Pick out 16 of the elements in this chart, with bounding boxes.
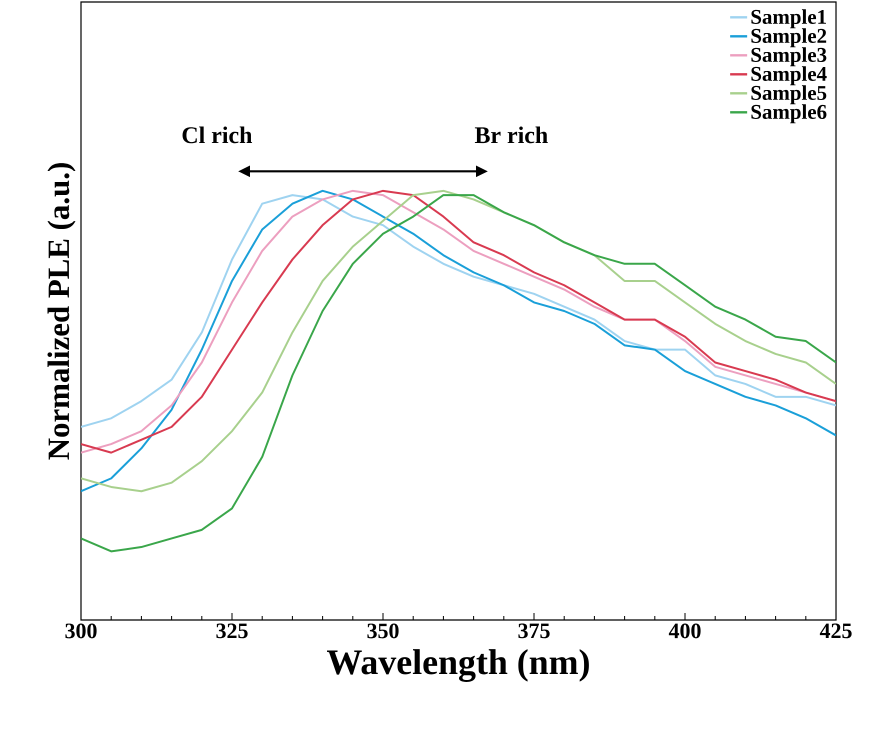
text: Cl rich <box>182 126 252 144</box>
legend-label: Sample4 <box>751 66 827 86</box>
x-tick-label: 400 <box>668 624 701 638</box>
legend-label: Sample1 <box>751 9 826 28</box>
y-axis-title: Normalized PLE (a.u.) <box>47 163 76 460</box>
legend-label: Sample2 <box>751 28 826 48</box>
x-tick-label: 350 <box>367 624 399 638</box>
x-tick-label: 325 <box>216 624 248 638</box>
text: Br rich <box>474 126 548 144</box>
x-axis-title: Wavelength (nm) <box>327 649 589 682</box>
x-tick-label: 375 <box>518 624 550 638</box>
x-tick-label: 425 <box>820 624 852 638</box>
x-tick-label: 300 <box>65 624 97 638</box>
legend-label: Sample6 <box>751 104 826 124</box>
legend-label: Sample3 <box>751 47 826 66</box>
legend-label: Sample5 <box>751 85 826 104</box>
